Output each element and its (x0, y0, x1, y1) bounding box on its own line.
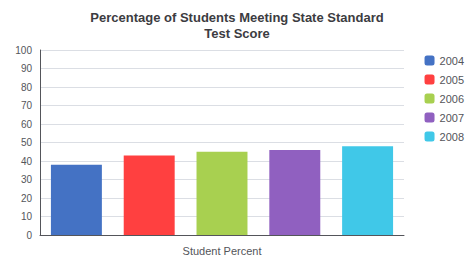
svg-text:Percentage of Students Meeting: Percentage of Students Meeting State Sta… (90, 10, 383, 25)
svg-text:2007: 2007 (440, 112, 464, 124)
svg-text:20: 20 (21, 193, 33, 204)
svg-text:100: 100 (15, 45, 32, 56)
svg-text:10: 10 (21, 211, 33, 222)
svg-text:40: 40 (21, 156, 33, 167)
svg-text:50: 50 (21, 137, 33, 148)
svg-text:2005: 2005 (440, 74, 464, 86)
svg-text:Student Percent: Student Percent (183, 245, 262, 257)
svg-text:2008: 2008 (440, 131, 464, 143)
svg-text:70: 70 (21, 100, 33, 111)
svg-text:80: 80 (21, 82, 33, 93)
svg-text:Test Score: Test Score (204, 26, 270, 41)
svg-text:90: 90 (21, 63, 33, 74)
svg-text:60: 60 (21, 119, 33, 130)
svg-text:0: 0 (26, 230, 32, 241)
svg-text:30: 30 (21, 174, 33, 185)
svg-text:2006: 2006 (440, 93, 464, 105)
svg-text:2004: 2004 (440, 55, 464, 67)
